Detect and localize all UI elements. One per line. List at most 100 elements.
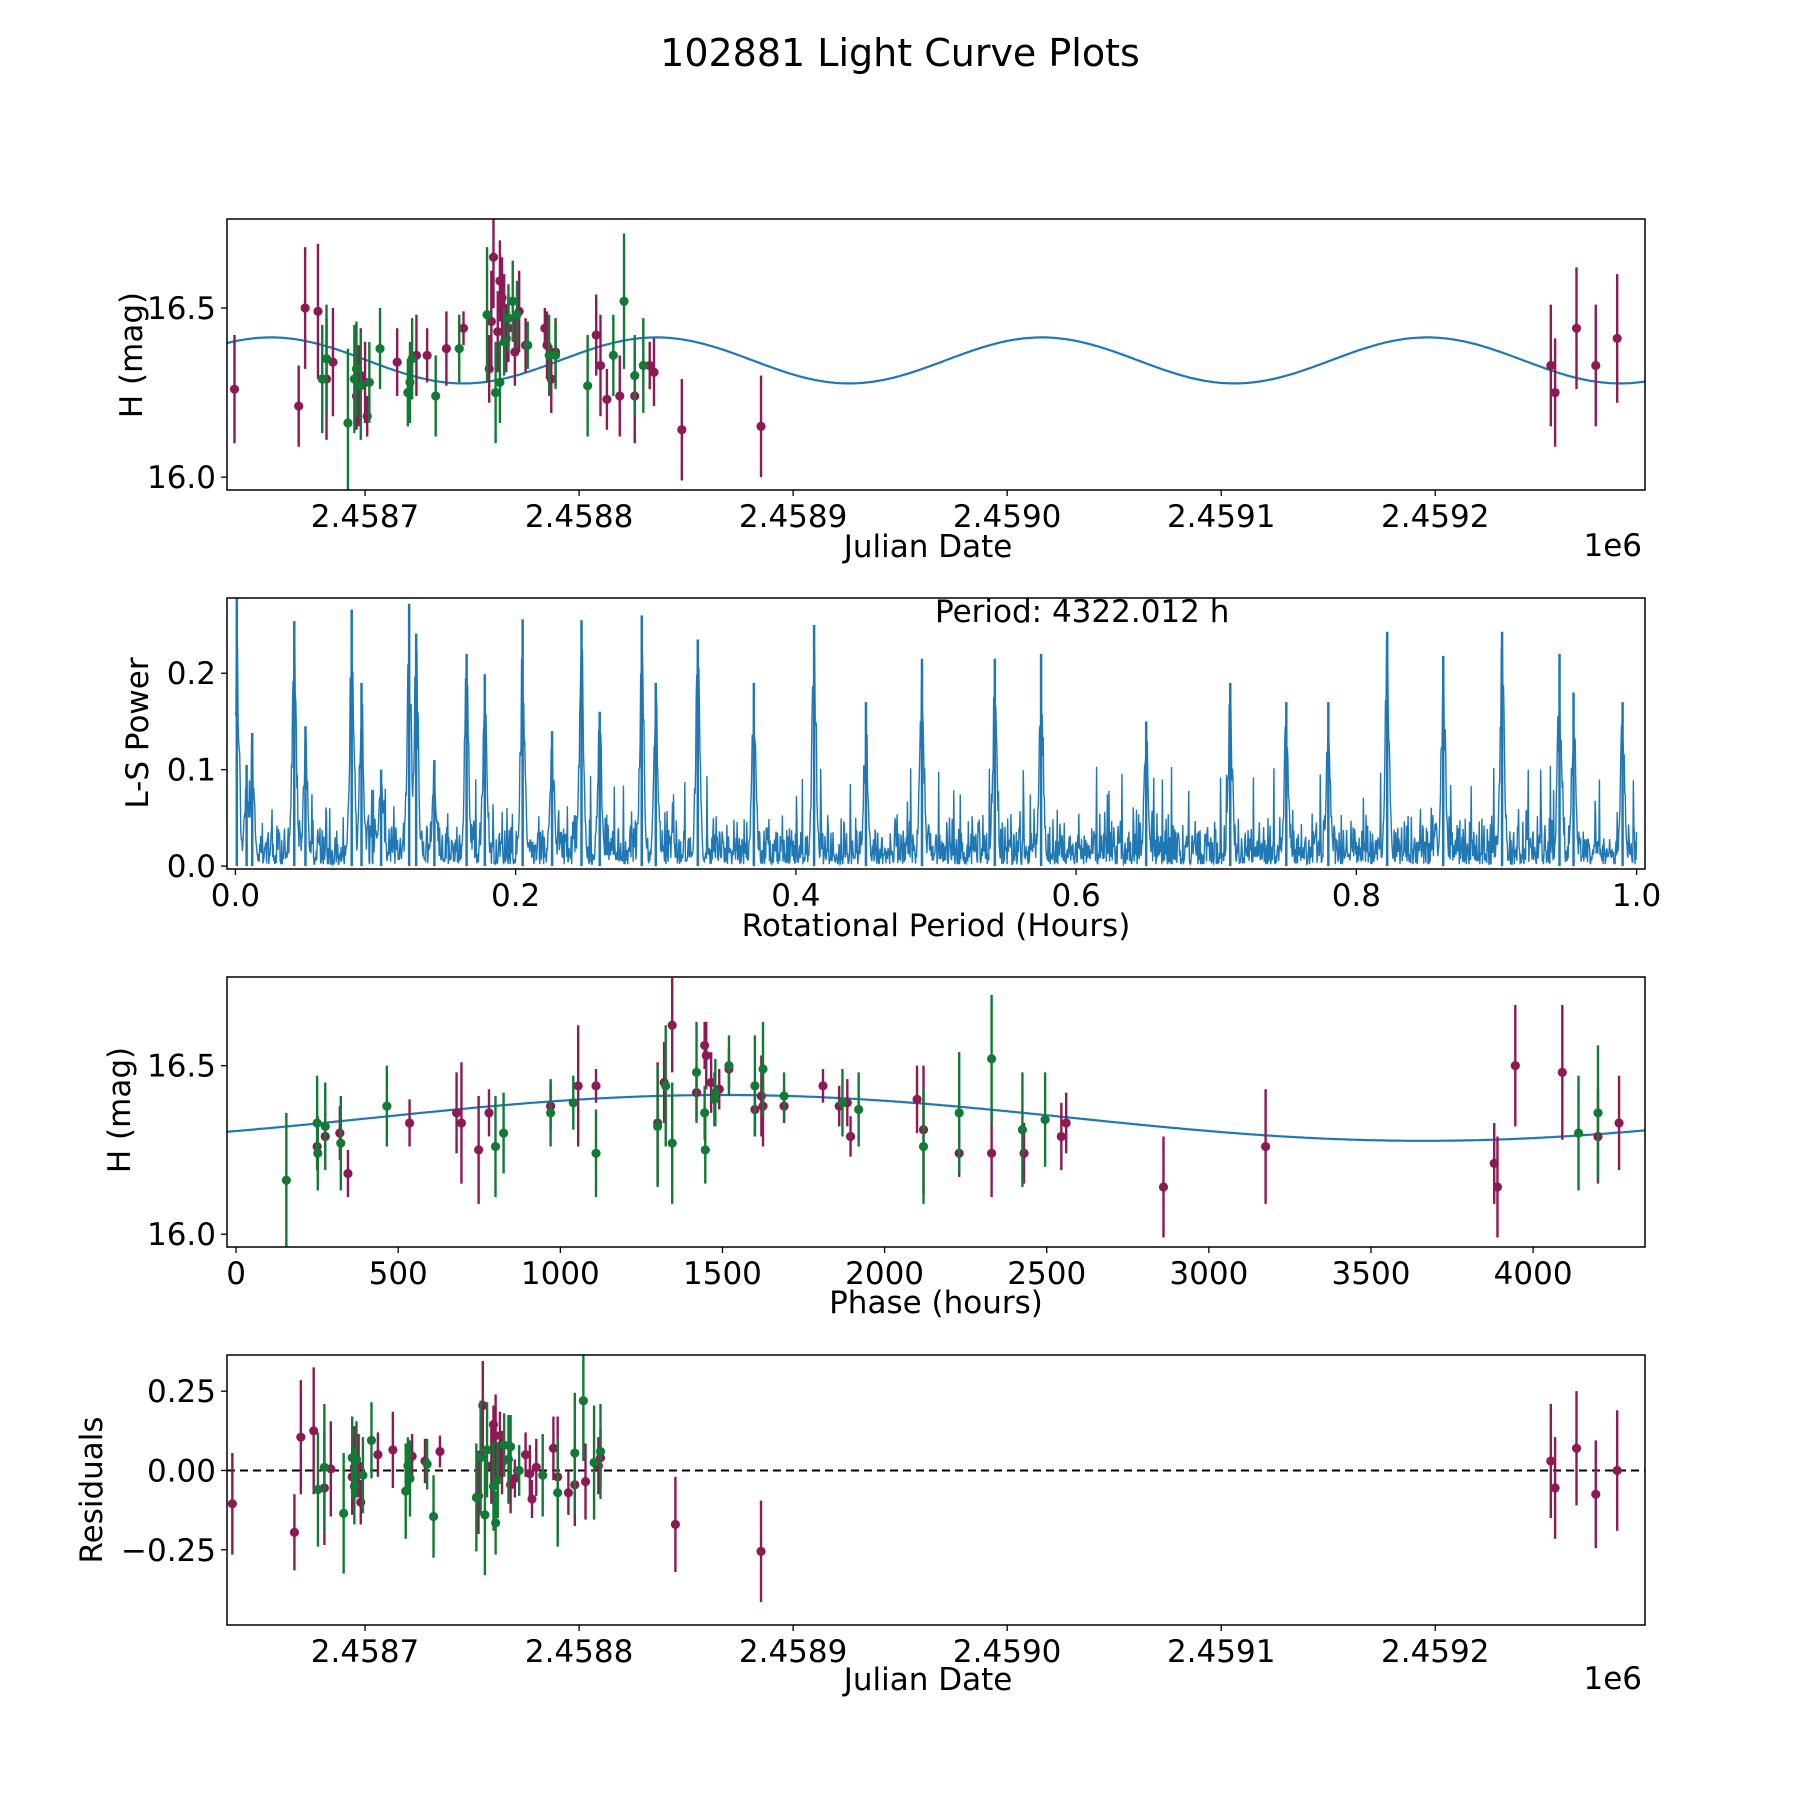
residuals-plot-area: 2.4587 2.4588 2.4589 2.4590 2.4591 2.4592 0.25…	[121, 1354, 1646, 1670]
data-point	[619, 296, 629, 306]
residuals-xlabel: Julian Date	[842, 1662, 1013, 1698]
y-tick-label: −0.25	[121, 1533, 216, 1569]
phased-ylabel: H (mag)	[102, 1047, 138, 1173]
data-point	[392, 357, 402, 367]
data-point	[428, 1511, 439, 1522]
data-point	[583, 381, 593, 391]
x-tick-label: 0.6	[1051, 878, 1100, 914]
data-point	[589, 1457, 599, 1468]
x-tick-label: 0.8	[1332, 878, 1381, 914]
data-point	[476, 1453, 486, 1463]
data-point	[1591, 360, 1601, 371]
x-tick-label: 0	[226, 1256, 246, 1292]
residuals-series-band_a	[227, 1361, 1622, 1603]
data-point	[1612, 333, 1622, 344]
data-point	[422, 350, 432, 360]
x-tick-label: 2.4592	[1381, 1634, 1489, 1670]
data-point	[422, 1459, 432, 1469]
periodogram-marks	[234, 598, 1638, 867]
figure-title: 102881 Light Curve Plots	[660, 31, 1140, 75]
lightcurve-frame	[226, 218, 1646, 491]
data-point	[710, 1088, 720, 1098]
data-point	[508, 296, 518, 306]
data-point	[525, 1469, 535, 1479]
data-point	[756, 1546, 766, 1556]
data-point	[700, 1040, 710, 1051]
data-point	[645, 360, 655, 371]
lightcurve-marks	[227, 219, 1645, 490]
periodogram-plot-area: 0.0 0.2 0.4 0.6 0.8 1.0 0.0 0.1 0.2	[167, 597, 1661, 914]
data-point	[1614, 1118, 1624, 1128]
x-tick-label: 2.4587	[311, 499, 419, 535]
data-point	[756, 1091, 766, 1101]
x-tick-label: 0.0	[211, 878, 260, 914]
data-point	[512, 310, 522, 320]
x-tick-label: 1.0	[1612, 878, 1661, 914]
data-point	[491, 1430, 501, 1441]
data-point	[630, 371, 640, 381]
data-point	[854, 1104, 864, 1115]
x-tick-label: 2.4591	[1167, 1634, 1275, 1670]
data-point	[471, 1492, 481, 1503]
y-tick-label: 0.25	[147, 1374, 216, 1410]
data-point	[495, 377, 505, 388]
data-point	[691, 1067, 702, 1077]
data-point	[294, 401, 304, 411]
data-point	[779, 1091, 789, 1101]
data-point	[1056, 1131, 1066, 1142]
lightcurve-panel: 2.4587 2.4588 2.4589 2.4590 2.4591 2.4592 16.0…	[114, 218, 1646, 565]
x-tick-label: 2.4588	[525, 1634, 633, 1670]
data-point	[373, 1450, 383, 1460]
phased-series-band_b	[281, 994, 1603, 1247]
data-point	[573, 1081, 583, 1091]
data-point	[531, 1462, 541, 1472]
data-point	[336, 1138, 346, 1148]
data-point	[987, 1148, 997, 1158]
lightcurve-x-offset-label: 1e6	[1583, 528, 1642, 564]
x-tick-label: 1500	[683, 1256, 762, 1292]
data-point	[661, 1081, 671, 1091]
y-tick-label: 0.1	[167, 753, 216, 789]
data-point	[296, 1432, 306, 1442]
data-point	[667, 1020, 677, 1030]
data-point	[553, 1488, 563, 1498]
residuals-series-band_b	[313, 1355, 606, 1576]
data-point	[1019, 1148, 1029, 1158]
data-point	[343, 1168, 353, 1179]
phased-panel: 0 500 1000 1500 2000 2500 3000 3500 4000 16.0 16.5…	[102, 976, 1646, 1321]
data-point	[407, 354, 417, 364]
data-point	[493, 327, 503, 337]
data-point	[595, 360, 606, 371]
data-point	[591, 1081, 601, 1091]
data-point	[375, 343, 385, 354]
data-point	[388, 1445, 398, 1455]
data-point	[480, 1510, 490, 1520]
data-point	[510, 1473, 520, 1484]
data-point	[404, 1118, 415, 1128]
data-point	[1571, 1443, 1582, 1453]
data-point	[1261, 1141, 1271, 1152]
data-point	[313, 1484, 323, 1495]
phased-marks	[227, 978, 1645, 1247]
data-point	[320, 1121, 330, 1131]
x-tick-label: 2.4591	[1167, 499, 1275, 535]
x-tick-label: 2.4588	[525, 499, 633, 535]
data-point	[550, 350, 561, 360]
data-point	[313, 306, 323, 316]
data-point	[837, 1098, 848, 1108]
data-point	[818, 1081, 828, 1091]
x-tick-label: 0.2	[491, 878, 540, 914]
data-point	[667, 1138, 677, 1148]
y-tick-label: 0.00	[147, 1453, 216, 1489]
data-point	[451, 1108, 462, 1118]
data-point	[456, 1118, 467, 1128]
data-point	[701, 1050, 711, 1061]
lightcurve-plot-area: 2.4587 2.4588 2.4589 2.4590 2.4591 2.4592 16.0…	[147, 218, 1646, 535]
residuals-x-offset-label: 1e6	[1583, 1661, 1642, 1697]
data-point	[405, 1473, 415, 1484]
y-tick-label: 0.0	[167, 849, 216, 885]
phased-xlabel: Phase (hours)	[829, 1285, 1043, 1321]
data-point	[366, 1435, 377, 1445]
data-point	[1591, 1489, 1601, 1499]
data-point	[339, 1508, 349, 1518]
